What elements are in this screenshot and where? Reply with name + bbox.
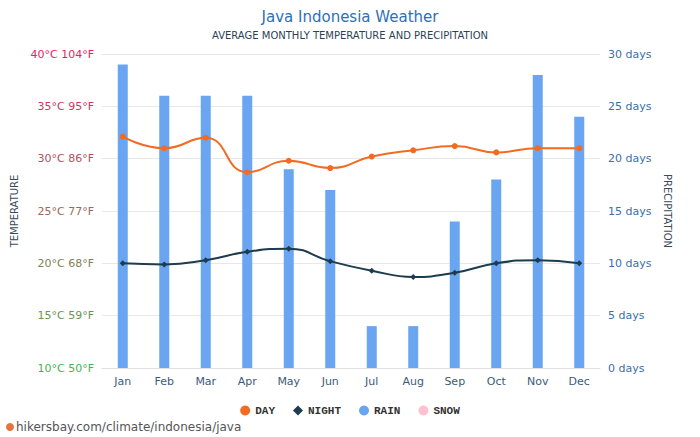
svg-text:Apr: Apr: [238, 375, 258, 388]
svg-text:10°C 50°F: 10°C 50°F: [38, 362, 95, 375]
svg-text:40°C 104°F: 40°C 104°F: [31, 48, 95, 61]
svg-text:AVERAGE MONTHLY TEMPERATURE AN: AVERAGE MONTHLY TEMPERATURE AND PRECIPIT…: [212, 30, 488, 41]
svg-text:Feb: Feb: [155, 375, 174, 388]
svg-text:SNOW: SNOW: [433, 405, 460, 417]
svg-text:Aug: Aug: [403, 375, 424, 388]
svg-text:20°C 68°F: 20°C 68°F: [38, 257, 95, 270]
svg-text:35°C 95°F: 35°C 95°F: [38, 100, 95, 113]
svg-text:30 days: 30 days: [608, 48, 652, 61]
svg-text:Jun: Jun: [321, 375, 339, 388]
svg-text:May: May: [277, 375, 300, 388]
svg-text:Nov: Nov: [527, 375, 549, 388]
svg-text:10 days: 10 days: [608, 257, 652, 270]
svg-text:20 days: 20 days: [608, 152, 652, 165]
svg-text:Jul: Jul: [364, 375, 378, 388]
svg-text:25°C 77°F: 25°C 77°F: [38, 205, 95, 218]
svg-text:Jan: Jan: [113, 375, 131, 388]
svg-text:Java Indonesia Weather: Java Indonesia Weather: [261, 8, 440, 26]
svg-text:Mar: Mar: [195, 375, 216, 388]
svg-text:15 days: 15 days: [608, 205, 652, 218]
svg-text:TEMPERATURE: TEMPERATURE: [9, 175, 20, 249]
svg-text:RAIN: RAIN: [374, 405, 400, 417]
svg-text:Dec: Dec: [569, 375, 590, 388]
svg-text:30°C 86°F: 30°C 86°F: [38, 152, 95, 165]
svg-text:hikersbay.com/climate/indonesi: hikersbay.com/climate/indonesia/java: [16, 420, 241, 434]
svg-text:5 days: 5 days: [608, 309, 645, 322]
svg-text:NIGHT: NIGHT: [308, 405, 341, 417]
svg-text:Oct: Oct: [487, 375, 507, 388]
svg-text:DAY: DAY: [255, 405, 275, 417]
svg-text:0 days: 0 days: [608, 362, 645, 375]
svg-text:15°C 59°F: 15°C 59°F: [38, 309, 95, 322]
svg-text:25 days: 25 days: [608, 100, 652, 113]
svg-text:Sep: Sep: [444, 375, 465, 388]
svg-text:PRECIPITATION: PRECIPITATION: [662, 174, 673, 248]
